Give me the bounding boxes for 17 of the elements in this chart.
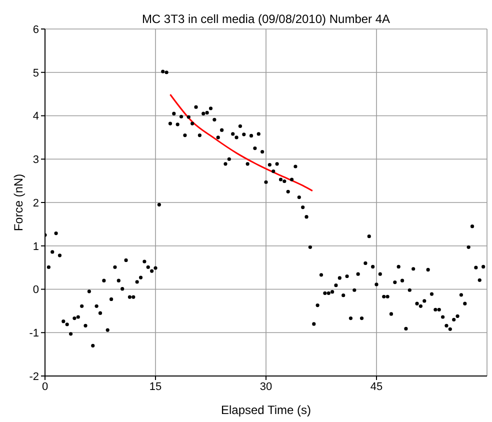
y-tick-label: 5 (32, 67, 39, 80)
y-tick-label: 0 (32, 284, 39, 296)
y-tick-label: 3 (32, 154, 39, 166)
line-series (169, 94, 314, 192)
x-tick-label: 0 (42, 380, 48, 393)
x-tick-label: 45 (370, 380, 383, 393)
y-tick-label: 1 (32, 240, 39, 253)
y-axis-title: Force (nN) (11, 174, 26, 232)
y-tick-label: -2 (29, 370, 39, 383)
y-tick-label: 4 (32, 110, 39, 123)
x-tick-label: 30 (260, 380, 272, 393)
y-tick-label: 6 (32, 24, 39, 36)
chart-title: MC 3T3 in cell media (09/08/2010) Number 4A (140, 12, 392, 26)
x-axis-title: Elapsed Time (s) (220, 403, 312, 417)
y-tick-label: -1 (29, 328, 39, 340)
x-tick-label: 15 (149, 380, 162, 393)
y-tick-label: 2 (32, 197, 39, 210)
